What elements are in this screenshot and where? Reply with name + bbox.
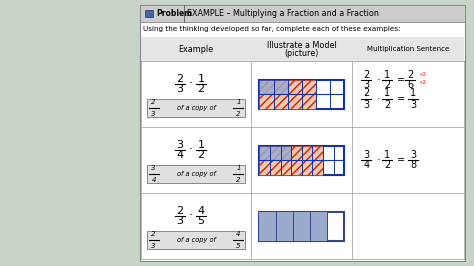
Text: ·: · [377, 155, 381, 165]
Text: 1: 1 [236, 165, 241, 172]
Text: 2: 2 [407, 69, 413, 80]
Text: 1: 1 [384, 69, 390, 80]
Text: 2: 2 [384, 99, 390, 110]
Text: 2: 2 [198, 151, 205, 160]
Text: 3: 3 [363, 81, 369, 90]
Text: 5: 5 [198, 217, 205, 227]
Text: 2: 2 [236, 177, 241, 182]
Bar [259, 146, 323, 174]
Text: 3: 3 [151, 110, 156, 117]
Text: ·: · [377, 75, 381, 85]
Text: =: = [397, 94, 405, 104]
Text: 8: 8 [410, 160, 416, 171]
Text: 3: 3 [410, 99, 416, 110]
Text: 3: 3 [177, 85, 183, 94]
Text: =: = [397, 155, 405, 165]
Text: Using the thinking developed so far, complete each of these examples:: Using the thinking developed so far, com… [143, 26, 401, 32]
Text: 4: 4 [198, 206, 205, 215]
Text: Multiplication Sentence: Multiplication Sentence [367, 46, 449, 52]
Bar [259, 146, 344, 174]
Text: =: = [397, 75, 405, 85]
Bar [259, 146, 291, 160]
Bar [259, 80, 316, 109]
Text: Example: Example [179, 44, 214, 53]
Text: 5: 5 [236, 243, 241, 248]
Text: ·: · [189, 210, 193, 222]
Text: of a copy of: of a copy of [177, 171, 216, 177]
Text: 3: 3 [363, 99, 369, 110]
Text: 2: 2 [176, 206, 183, 215]
Text: 2: 2 [384, 81, 390, 90]
Text: 3: 3 [177, 217, 183, 227]
Text: 1: 1 [384, 89, 390, 98]
Text: EXAMPLE – Multiplying a Fraction and a Fraction: EXAMPLE – Multiplying a Fraction and a F… [187, 9, 378, 18]
Text: 3: 3 [177, 139, 183, 149]
Text: 2: 2 [151, 99, 156, 106]
Text: 4: 4 [236, 231, 241, 238]
Text: 1: 1 [384, 149, 390, 160]
Text: 1: 1 [198, 139, 205, 149]
Bar [259, 211, 344, 240]
Text: of a copy of: of a copy of [177, 237, 216, 243]
Text: 1: 1 [410, 89, 416, 98]
Text: 2: 2 [176, 73, 183, 84]
Text: ·: · [377, 94, 381, 104]
Bar [141, 37, 464, 61]
Text: ÷2: ÷2 [418, 73, 426, 77]
Text: ÷2: ÷2 [418, 80, 426, 85]
Bar [146, 99, 246, 117]
Text: 2: 2 [363, 69, 369, 80]
Text: 3: 3 [410, 149, 416, 160]
Text: 3: 3 [363, 149, 369, 160]
Text: of a copy of: of a copy of [177, 105, 216, 111]
Text: 6: 6 [407, 81, 413, 90]
Bar [145, 10, 153, 17]
Bar [259, 211, 327, 240]
Text: 1: 1 [198, 73, 205, 84]
Text: 3: 3 [151, 165, 156, 172]
Bar [146, 165, 246, 183]
Bar [146, 231, 246, 249]
Text: 3: 3 [151, 243, 156, 248]
Bar [140, 5, 465, 261]
Text: 4: 4 [176, 151, 183, 160]
Text: 1: 1 [236, 99, 241, 106]
Text: 4: 4 [363, 160, 369, 171]
Text: 2: 2 [236, 110, 241, 117]
Text: 4: 4 [151, 177, 156, 182]
Text: 2: 2 [151, 231, 156, 238]
Text: 2: 2 [384, 160, 390, 171]
Bar [259, 80, 344, 109]
Text: ·: · [189, 77, 193, 90]
Text: (picture): (picture) [284, 48, 319, 57]
Text: Problem: Problem [156, 9, 193, 18]
Text: 2: 2 [363, 89, 369, 98]
Bar [259, 80, 288, 94]
Text: ·: · [189, 143, 193, 156]
Bar [140, 5, 465, 22]
Text: Illustrate a Model: Illustrate a Model [267, 40, 337, 49]
Text: 2: 2 [198, 85, 205, 94]
